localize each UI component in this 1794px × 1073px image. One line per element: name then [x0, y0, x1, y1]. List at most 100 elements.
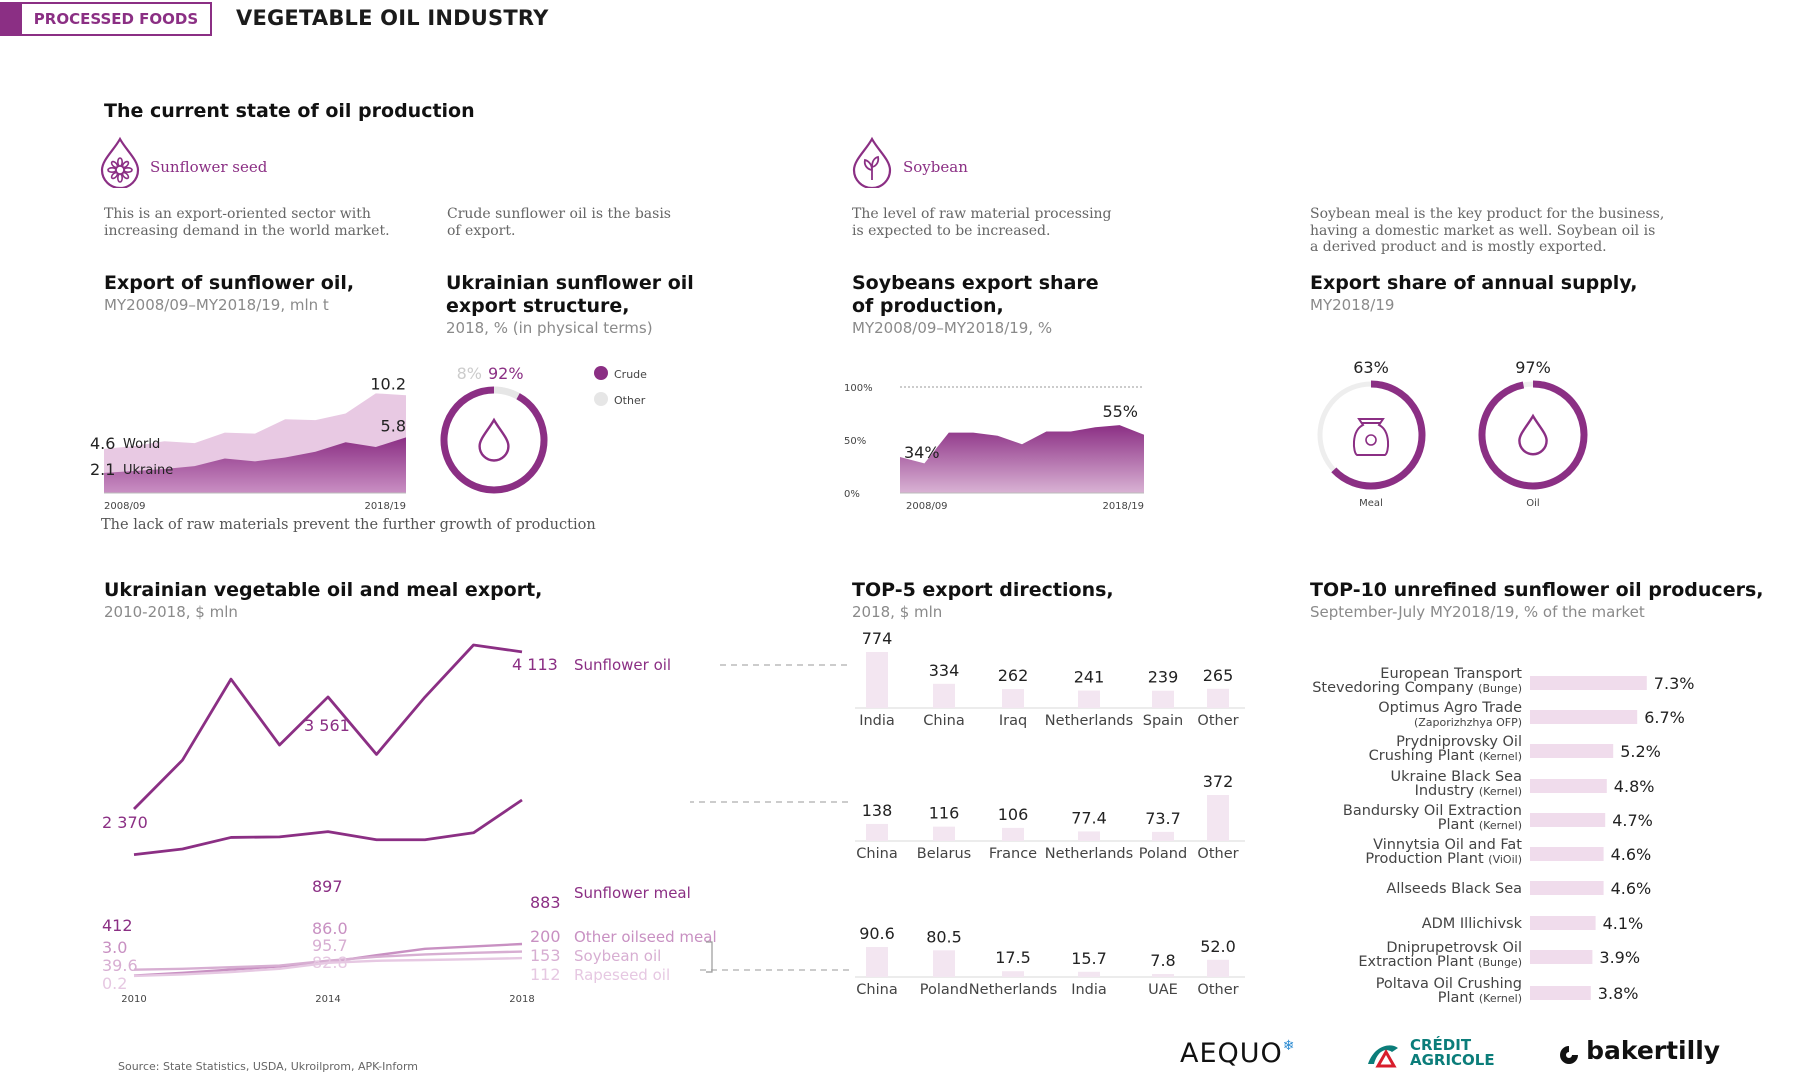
data-label: 153 — [530, 946, 561, 965]
ring-name-label: Meal — [1359, 498, 1383, 509]
x-tick-label: 2010 — [121, 994, 146, 1005]
y-tick-label: 0% — [844, 489, 860, 500]
description-line: increasing demand in the world market. — [104, 222, 390, 239]
ring-value-arc — [1478, 380, 1588, 490]
ring-percent-label: 63% — [1353, 358, 1389, 377]
producer-name: Poltava Oil Crushing — [1376, 976, 1522, 992]
data-label: 2 370 — [102, 813, 148, 832]
production-note: The lack of raw materials prevent the fu… — [101, 517, 596, 533]
legend-swatch — [594, 366, 608, 380]
chart-subtitle: 2018, $ mln — [852, 603, 943, 621]
bar — [1002, 827, 1024, 841]
end-value-label: 55% — [1102, 402, 1138, 421]
bar-category-label: Iraq — [999, 713, 1027, 729]
chart-title: Export share of annual supply, — [1310, 272, 1638, 294]
producer-name: Prydniprovsky Oil — [1396, 734, 1522, 750]
series-line — [133, 950, 523, 971]
bakertilly-swirl-icon — [1560, 1045, 1578, 1064]
legend-swatch — [594, 392, 608, 406]
bar-category-label: China — [856, 982, 897, 998]
legend-label: Crude — [614, 368, 647, 381]
data-label: 3.0 — [102, 938, 127, 957]
end-value-label: 5.8 — [381, 416, 406, 435]
series-name-label: Ukraine — [123, 463, 173, 478]
source-note: Source: State Statistics, USDA, Ukroilpr… — [118, 1060, 418, 1073]
aequo-snowflake-icon: ❄ — [1282, 1038, 1295, 1054]
data-label: 4 113 — [512, 655, 558, 674]
bar-value-label: 80.5 — [926, 927, 962, 946]
credit-agricole-line: AGRICOLE — [1410, 1051, 1495, 1069]
aequo-logo-text: AEQUO — [1180, 1038, 1283, 1069]
producer-parent: (Bunge) — [1478, 682, 1522, 695]
credit-agricole-line: CRÉDIT — [1410, 1036, 1472, 1054]
legend-label: Other — [614, 394, 646, 407]
bar-value-label: 77.4 — [1071, 808, 1107, 827]
bar-category-label: India — [1071, 982, 1107, 998]
chart-heading-soy-supply: Export share of annual supply, MY2018/19 — [1310, 272, 1637, 315]
crude-share-label: 92% — [488, 364, 524, 383]
producer-name: Optimus Agro Trade — [1378, 700, 1522, 716]
bar-value-label: 262 — [998, 666, 1029, 685]
bar-value-label: 372 — [1203, 772, 1234, 791]
bar-category-label: China — [856, 846, 897, 862]
credit-agricole-logo: CRÉDIT AGRICOLE — [1364, 1038, 1495, 1070]
bar-category-label: Spain — [1143, 713, 1184, 729]
bar — [1002, 689, 1024, 708]
bar-value-label: 7.8 — [1150, 951, 1175, 970]
data-label: 86.0 — [312, 919, 348, 938]
description-line: having a domestic market as well. Soybea… — [1310, 222, 1656, 239]
producer-name: ADM Illichivsk — [1422, 916, 1523, 932]
description-line: Soybean meal is the key product for the … — [1310, 206, 1665, 222]
bar-value-label: 15.7 — [1071, 949, 1107, 968]
producer-name: Stevedoring Company (Bunge) — [1312, 680, 1522, 696]
bar-value-label: 106 — [998, 805, 1029, 824]
bar-category-label: Other — [1197, 846, 1238, 862]
x-tick-label: 2008/09 — [104, 501, 146, 512]
bar — [1207, 688, 1229, 708]
chart-heading-top5: TOP-5 export directions, 2018, $ mln — [852, 579, 1114, 622]
producer-parent: (Zaporizhzhya OFP) — [1414, 716, 1522, 729]
producer-parent: (Kernel) — [1479, 819, 1522, 832]
producer-parent: (Kernel) — [1479, 750, 1522, 763]
chart-subtitle: MY2008/09–MY2018/19, mln t — [104, 296, 329, 314]
description-soy-meal: Soybean meal is the key product for the … — [1310, 206, 1664, 256]
bar-category-label: Other — [1197, 713, 1238, 729]
producer-bar — [1530, 847, 1604, 861]
chart-subtitle: 2018, % (in physical terms) — [446, 319, 653, 337]
bar-value-label: 116 — [929, 804, 960, 823]
producer-bar — [1530, 710, 1638, 724]
description-soy-processing: The level of raw material processing is … — [852, 206, 1112, 239]
start-value-label: 2.1 — [90, 460, 115, 479]
producer-name: (Zaporizhzhya OFP) — [1414, 716, 1522, 729]
data-label: 95.7 — [312, 936, 348, 955]
bar — [1152, 974, 1174, 977]
x-tick-label: 2008/09 — [906, 501, 948, 512]
x-tick-label: 2018/19 — [364, 501, 406, 512]
connector-line — [690, 801, 850, 803]
bar-value-label: 138 — [862, 801, 893, 820]
chart-subtitle: 2010-2018, $ mln — [104, 603, 238, 621]
data-label: 112 — [530, 965, 561, 984]
series-line — [133, 643, 523, 810]
description-line: The level of raw material processing — [852, 206, 1112, 222]
start-value-label: 34% — [904, 443, 940, 462]
producer-name: Ukraine Black Sea — [1391, 769, 1522, 785]
bar — [933, 950, 955, 977]
export-share-supply-donuts: 63% Meal 97% Oil — [1317, 358, 1588, 509]
bar-category-label: Netherlands — [1045, 713, 1133, 729]
producer-name: Extraction Plant (Bunge) — [1358, 954, 1522, 970]
producer-name: Plant (Kernel) — [1438, 990, 1522, 1006]
description-line: is expected to be increased. — [852, 222, 1051, 239]
chart-title: Ukrainian sunflower oil — [446, 272, 694, 294]
producer-name: Allseeds Black Sea — [1386, 881, 1522, 897]
chart-heading-top10: TOP-10 unrefined sunflower oil producers… — [1310, 579, 1763, 622]
bar-value-label: 334 — [929, 661, 960, 680]
producer-value-label: 6.7% — [1644, 708, 1685, 727]
producer-bar — [1530, 950, 1593, 964]
data-label: 200 — [530, 927, 561, 946]
producer-bar — [1530, 813, 1606, 827]
series-name-label: Sunflower oil — [574, 656, 671, 674]
bar — [866, 652, 888, 708]
bar-value-label: 17.5 — [995, 948, 1031, 967]
bar-value-label: 239 — [1148, 668, 1179, 687]
